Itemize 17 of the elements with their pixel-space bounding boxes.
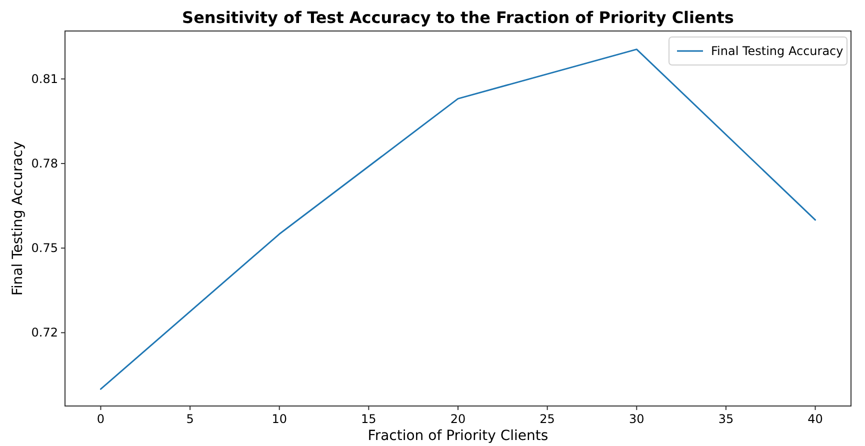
x-tick-label: 0 <box>96 412 105 426</box>
x-tick-label: 35 <box>718 412 734 426</box>
chart-title: Sensitivity of Test Accuracy to the Fraction of Priority Clients <box>182 8 734 27</box>
y-tick-label: 0.72 <box>31 326 58 340</box>
legend-label: Final Testing Accuracy <box>711 44 844 58</box>
y-tick-label: 0.75 <box>31 241 58 256</box>
y-tick-label: 0.78 <box>31 156 58 171</box>
x-tick-label: 5 <box>186 412 194 426</box>
x-tick-label: 25 <box>540 412 555 426</box>
x-tick-label: 10 <box>272 412 288 426</box>
x-tick-label: 30 <box>628 412 644 426</box>
x-axis-title: Fraction of Priority Clients <box>368 428 548 444</box>
x-tick-label: 15 <box>361 412 376 426</box>
y-axis-title: Final Testing Accuracy <box>10 141 26 296</box>
y-tick-label: 0.81 <box>31 72 58 86</box>
x-tick-label: 20 <box>450 412 466 426</box>
x-tick-label: 40 <box>808 412 823 426</box>
